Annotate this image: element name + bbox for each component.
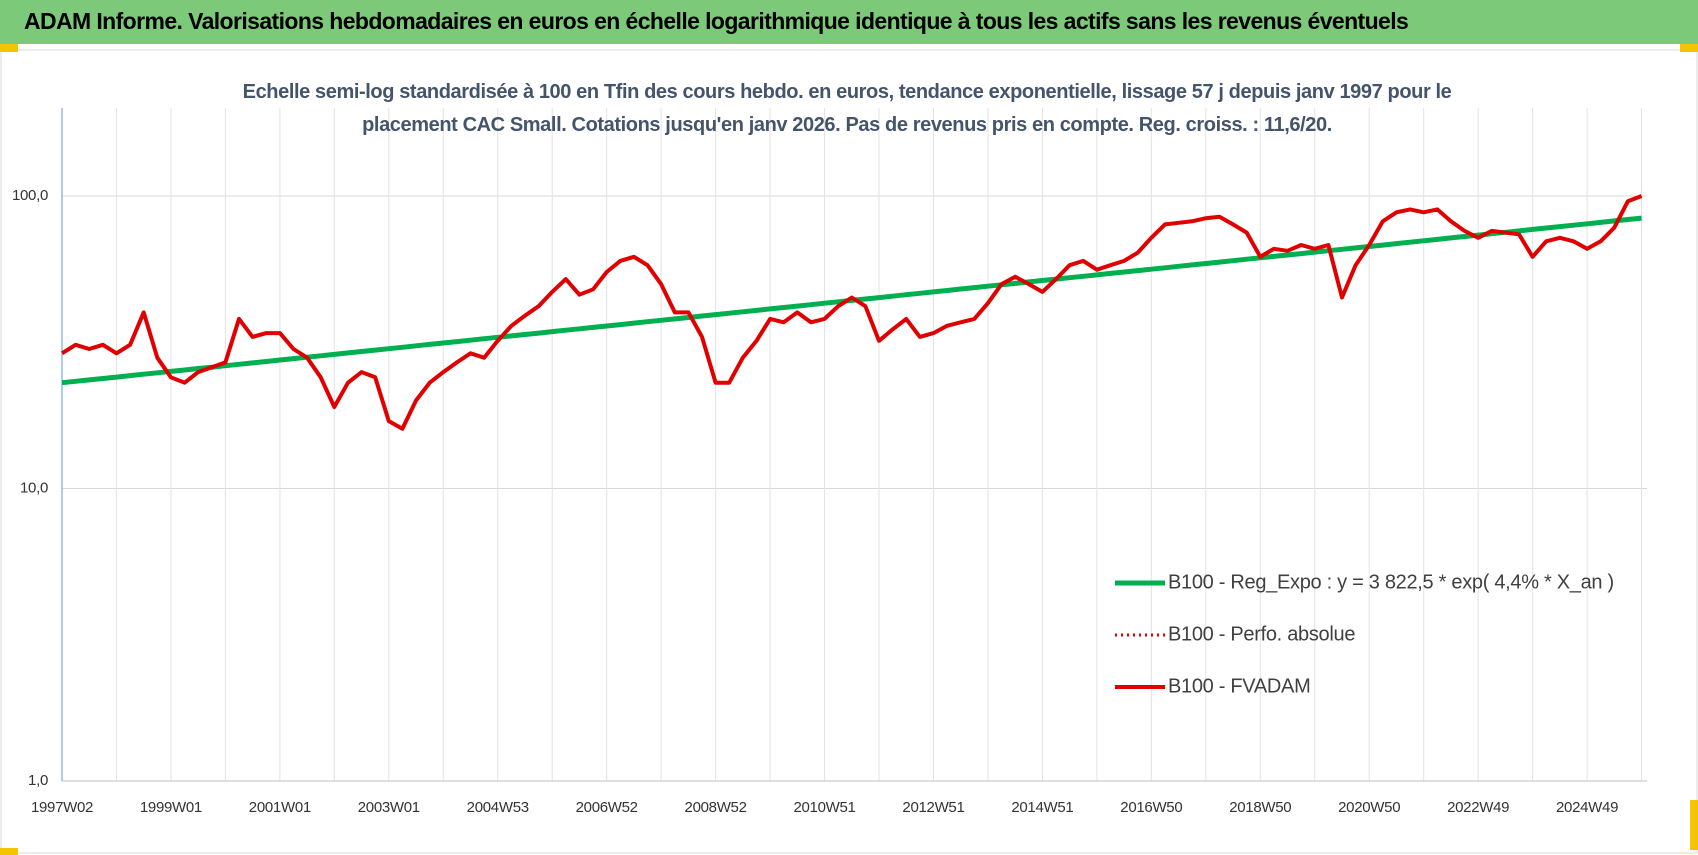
legend-label: B100 - Reg_Expo : y = 3 822,5 * exp( 4,4…: [1168, 571, 1614, 593]
chart-subtitle: Echelle semi-log standardisée à 100 en T…: [242, 81, 1452, 136]
header-title: ADAM Informe. Valorisations hebdomadaire…: [24, 8, 1409, 34]
x-tick-label: 2012W51: [902, 799, 964, 816]
x-tick-label: 2014W51: [1011, 799, 1073, 816]
header-bar: ADAM Informe. Valorisations hebdomadaire…: [0, 0, 1698, 44]
legend-label: B100 - FVADAM: [1168, 675, 1310, 697]
x-tick-label: 2024W49: [1556, 799, 1618, 816]
y-tick-label: 100,0: [12, 187, 48, 204]
x-tick-label: 2006W52: [576, 799, 638, 816]
legend-label: B100 - Perfo. absolue: [1168, 623, 1355, 645]
corner-decoration: [0, 44, 18, 52]
x-tick-label: 1999W01: [140, 799, 202, 816]
y-tick-label: 1,0: [28, 772, 48, 789]
x-tick-label: 2016W50: [1120, 799, 1182, 816]
corner-decoration: [1690, 800, 1698, 850]
x-tick-label: 2004W53: [467, 799, 529, 816]
x-tick-label: 2008W52: [685, 799, 747, 816]
x-tick-label: 2003W01: [358, 799, 420, 816]
line-series: [60, 194, 1643, 431]
x-tick-label: 2018W50: [1229, 799, 1291, 816]
x-tick-label: 2010W51: [793, 799, 855, 816]
chart-border: [0, 49, 1698, 854]
corner-decoration: [1680, 44, 1698, 52]
line-series: [61, 215, 1642, 386]
x-tick-label: 2022W49: [1447, 799, 1509, 816]
x-tick-label: 1997W02: [31, 799, 93, 816]
y-tick-label: 10,0: [20, 479, 48, 496]
x-tick-label: 2020W50: [1338, 799, 1400, 816]
corner-decoration: [0, 848, 18, 855]
x-tick-label: 2001W01: [249, 799, 311, 816]
